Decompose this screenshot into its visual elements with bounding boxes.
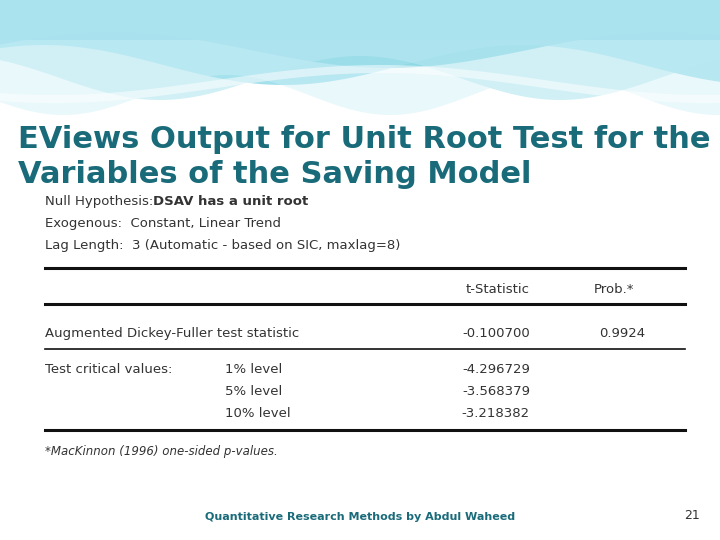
Text: DSAV has a unit root: DSAV has a unit root	[153, 195, 308, 208]
Text: Null Hypothesis:: Null Hypothesis:	[45, 195, 158, 208]
Text: 5% level: 5% level	[225, 385, 282, 398]
Polygon shape	[0, 0, 720, 85]
Text: Lag Length:  3 (Automatic - based on SIC, maxlag=8): Lag Length: 3 (Automatic - based on SIC,…	[45, 239, 400, 252]
Text: -4.296729: -4.296729	[462, 363, 530, 376]
Text: 21: 21	[684, 509, 700, 522]
Polygon shape	[0, 0, 720, 100]
Text: -3.568379: -3.568379	[462, 385, 530, 398]
Text: Test critical values:: Test critical values:	[45, 363, 172, 376]
Text: Quantitative Research Methods by Abdul Waheed: Quantitative Research Methods by Abdul W…	[205, 512, 515, 522]
Text: -3.218382: -3.218382	[462, 407, 530, 420]
Text: Augmented Dickey-Fuller test statistic: Augmented Dickey-Fuller test statistic	[45, 327, 300, 340]
Text: 0.9924: 0.9924	[599, 327, 645, 340]
Text: Variables of the Saving Model: Variables of the Saving Model	[18, 160, 531, 189]
Polygon shape	[0, 0, 720, 68]
Text: 1% level: 1% level	[225, 363, 282, 376]
Polygon shape	[0, 65, 720, 103]
Polygon shape	[0, 0, 720, 115]
Text: t-Statistic: t-Statistic	[466, 283, 530, 296]
Text: Prob.*: Prob.*	[594, 283, 634, 296]
Text: 10% level: 10% level	[225, 407, 291, 420]
Text: *MacKinnon (1996) one-sided p-values.: *MacKinnon (1996) one-sided p-values.	[45, 445, 278, 458]
Polygon shape	[0, 0, 720, 40]
Text: Exogenous:  Constant, Linear Trend: Exogenous: Constant, Linear Trend	[45, 217, 281, 230]
Text: -0.100700: -0.100700	[462, 327, 530, 340]
Text: EViews Output for Unit Root Test for the: EViews Output for Unit Root Test for the	[18, 125, 711, 154]
